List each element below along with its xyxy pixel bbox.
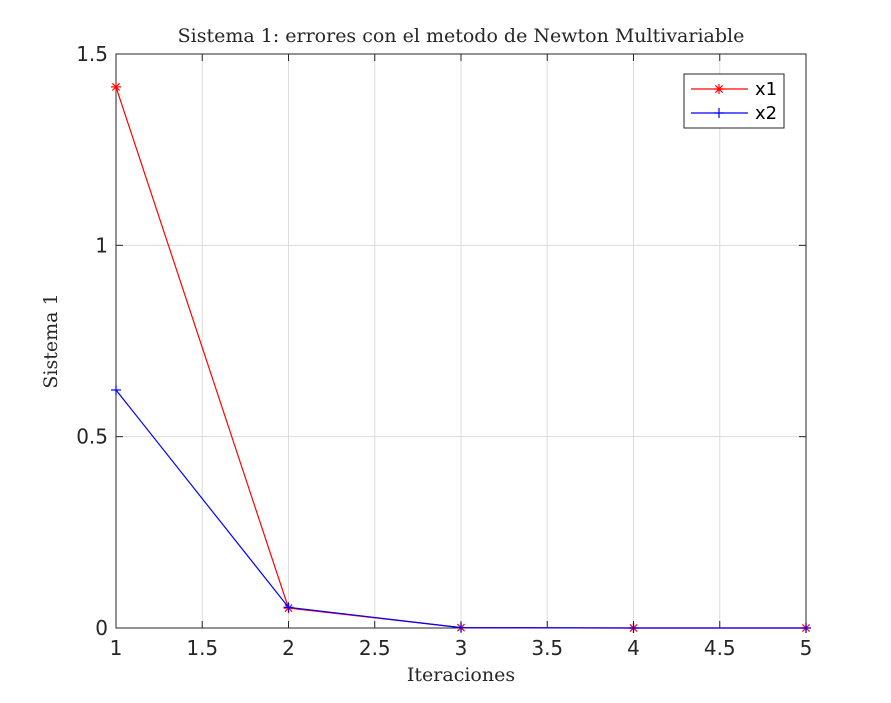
legend-label: x2 [755, 103, 777, 124]
x-tick-label: 1.5 [186, 636, 218, 660]
x-tick-label: 4 [627, 636, 640, 660]
data-point [628, 623, 639, 633]
x-tick-label: 4.5 [704, 636, 736, 660]
x-tick-label: 3 [455, 636, 468, 660]
data-point [111, 81, 121, 92]
legend-label: x1 [755, 79, 777, 100]
legend-item-x2: x2 [691, 103, 777, 124]
x-tick-label: 3.5 [531, 636, 563, 660]
y-tick-label: 0 [95, 616, 108, 640]
series-x2 [111, 384, 811, 633]
y-tick-label: 0.5 [76, 425, 108, 449]
grid-lines [116, 54, 806, 628]
x-tick-label: 2.5 [359, 636, 391, 660]
y-tick-label: 1.5 [76, 42, 108, 66]
y-tick-label: 1 [95, 233, 108, 257]
chart-title: Sistema 1: errores con el metodo de Newt… [178, 25, 745, 47]
series-layer [111, 81, 811, 633]
x-axis-label: Iteraciones [407, 664, 515, 686]
data-point [283, 602, 294, 613]
tick-labels: 1 1.5 2 2.5 3 3.5 4 4.5 5 0 0.5 1 1.5 [76, 42, 812, 660]
data-point [801, 623, 811, 633]
legend-box [683, 73, 785, 129]
x-tick-label: 5 [800, 636, 813, 660]
data-point [456, 622, 466, 633]
data-point [714, 84, 724, 94]
y-axis-label: Sistema 1 [40, 293, 62, 388]
x-tick-label: 2 [282, 636, 295, 660]
legend-item-x1: x1 [691, 79, 777, 100]
x-tick-label: 1 [110, 636, 123, 660]
data-point [714, 108, 724, 118]
data-point [111, 384, 121, 395]
